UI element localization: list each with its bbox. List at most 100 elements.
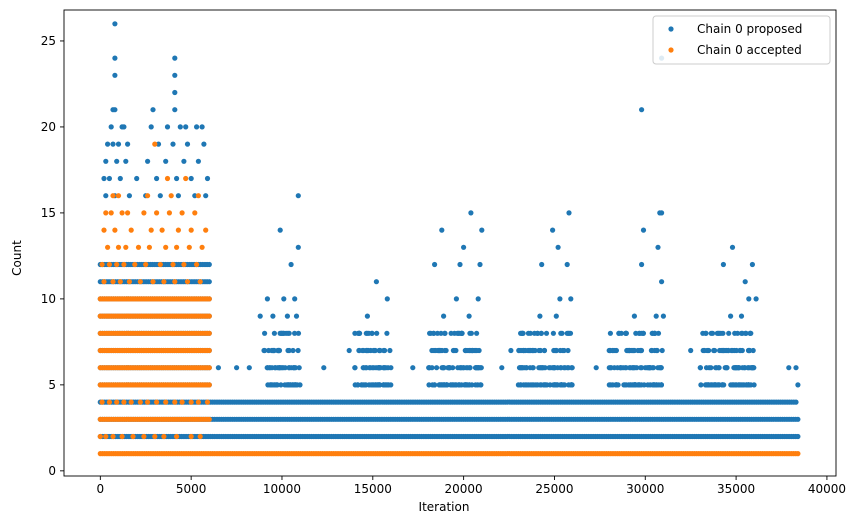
proposed-point <box>445 365 451 371</box>
proposed-point <box>199 124 205 130</box>
proposed-point <box>461 244 467 250</box>
proposed-point <box>465 365 471 371</box>
proposed-point <box>432 261 438 268</box>
proposed-point <box>553 313 559 319</box>
proposed-point <box>369 365 375 371</box>
proposed-point <box>438 347 444 354</box>
proposed-point <box>749 261 756 268</box>
proposed-point <box>125 141 131 147</box>
proposed-point <box>726 330 732 336</box>
accepted-point <box>154 399 160 405</box>
proposed-point <box>150 107 156 113</box>
accepted-point <box>795 451 801 457</box>
proposed-point <box>703 382 709 388</box>
proposed-point <box>530 365 536 371</box>
proposed-point <box>621 382 627 388</box>
proposed-point <box>731 365 737 371</box>
accepted-point <box>114 261 120 268</box>
x-tick-label: 35000 <box>717 482 755 496</box>
proposed-point <box>558 382 565 388</box>
proposed-point <box>658 382 665 388</box>
accepted-point <box>179 210 185 216</box>
accepted-point <box>179 399 185 405</box>
proposed-point <box>749 365 755 371</box>
proposed-point <box>441 313 447 319</box>
proposed-point <box>364 347 370 354</box>
axes: 0 5000 10000 15000 20000 25000 30000 35000 40000… <box>41 9 846 496</box>
proposed-point <box>697 365 704 371</box>
accepted-point <box>112 227 118 233</box>
accepted-point <box>145 193 151 199</box>
proposed-point <box>195 158 201 164</box>
proposed-point <box>456 382 463 388</box>
accepted-point <box>164 175 171 182</box>
proposed-point <box>538 365 544 371</box>
accepted-point <box>125 210 131 216</box>
accepted-point <box>141 433 147 440</box>
proposed-point <box>716 365 722 371</box>
proposed-point <box>188 175 194 182</box>
proposed-point <box>206 261 212 268</box>
accepted-point <box>115 244 122 250</box>
proposed-point <box>747 347 753 354</box>
proposed-point <box>293 313 300 319</box>
legend-marker-proposed <box>668 26 674 32</box>
proposed-point <box>564 261 570 268</box>
proposed-point <box>271 330 277 336</box>
proposed-point <box>172 89 178 96</box>
proposed-point <box>534 382 541 388</box>
proposed-point <box>638 347 644 354</box>
proposed-point <box>276 347 282 354</box>
proposed-point <box>474 330 480 336</box>
proposed-point <box>451 347 457 354</box>
proposed-point <box>384 330 390 336</box>
proposed-point <box>639 261 645 268</box>
proposed-point <box>438 330 444 336</box>
proposed-point <box>466 313 472 319</box>
proposed-point <box>426 382 432 388</box>
proposed-point <box>708 365 714 371</box>
proposed-point <box>638 382 645 388</box>
accepted-point <box>206 330 212 336</box>
accepted-point <box>132 261 138 268</box>
accepted-point <box>206 382 212 388</box>
proposed-point <box>795 433 801 440</box>
accepted-point <box>206 296 212 302</box>
proposed-point <box>270 313 276 319</box>
accepted-point <box>105 244 111 250</box>
proposed-point <box>557 296 563 302</box>
proposed-point <box>555 244 561 250</box>
proposed-point <box>364 313 370 319</box>
proposed-point <box>272 365 278 371</box>
proposed-point <box>203 193 209 199</box>
proposed-point <box>265 382 271 388</box>
proposed-point <box>536 347 542 354</box>
proposed-point <box>551 365 557 371</box>
proposed-point <box>410 365 416 371</box>
accepted-point <box>106 399 112 405</box>
accepted-point <box>168 193 174 199</box>
proposed-point <box>439 227 445 233</box>
proposed-point <box>710 330 716 336</box>
proposed-point <box>719 382 725 388</box>
proposed-point <box>793 399 799 405</box>
accepted-point <box>181 261 187 268</box>
proposed-point <box>103 193 109 199</box>
proposed-point <box>264 296 270 302</box>
proposed-point <box>429 347 435 354</box>
proposed-point <box>537 313 543 319</box>
proposed-point <box>795 416 801 422</box>
proposed-point <box>106 175 112 182</box>
proposed-point <box>292 365 298 371</box>
proposed-point <box>615 382 621 388</box>
proposed-point <box>654 347 660 354</box>
proposed-point <box>356 347 362 354</box>
proposed-point <box>637 330 643 336</box>
proposed-point <box>520 330 526 336</box>
y-tick-label: 0 <box>48 464 56 478</box>
accepted-point <box>166 210 172 216</box>
proposed-point <box>441 382 447 388</box>
accepted-point <box>106 261 112 268</box>
proposed-point <box>725 347 732 354</box>
proposed-point <box>110 141 116 147</box>
